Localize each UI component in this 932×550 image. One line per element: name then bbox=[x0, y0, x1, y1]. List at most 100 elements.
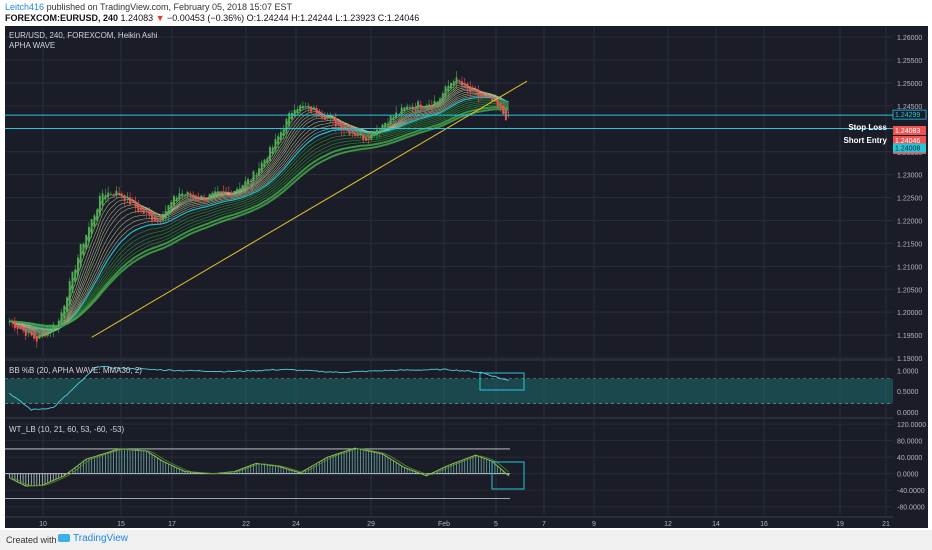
candle-body bbox=[312, 107, 315, 109]
wt-y-tick: 40.0000 bbox=[897, 455, 922, 462]
candle-body bbox=[85, 234, 88, 250]
candle-body bbox=[447, 85, 450, 92]
candle-body bbox=[183, 194, 186, 196]
candle-body bbox=[502, 105, 505, 115]
candle-body bbox=[192, 194, 195, 197]
candles bbox=[8, 71, 510, 348]
candle-body bbox=[140, 207, 143, 211]
x-tick-label: 22 bbox=[242, 521, 250, 528]
candle-body bbox=[389, 115, 392, 125]
price-badge bbox=[893, 143, 926, 153]
bb-pane-title: BB %B (20, APHA WAVE: MMA30, 2) bbox=[9, 366, 142, 375]
candle-body bbox=[41, 333, 44, 337]
candle-body bbox=[351, 132, 354, 134]
candle-body bbox=[93, 215, 96, 227]
ma-line-38 bbox=[9, 99, 509, 329]
down-arrow-icon: ▼ bbox=[155, 13, 165, 23]
candle-body bbox=[225, 191, 228, 193]
candle-body bbox=[425, 105, 428, 107]
author-link[interactable]: Leitch416 bbox=[5, 2, 45, 12]
candle-body bbox=[66, 297, 68, 312]
candle-body bbox=[274, 138, 277, 151]
candle-body bbox=[145, 211, 148, 213]
price-change: −0.00453 (−0.36%) bbox=[167, 13, 245, 23]
bb-y-tick: 0.5000 bbox=[897, 389, 919, 396]
candle-body bbox=[219, 191, 222, 193]
apha-wave bbox=[9, 80, 509, 340]
candle-body bbox=[55, 326, 57, 329]
wt-highlight-box bbox=[491, 461, 525, 490]
candle-body bbox=[461, 81, 463, 86]
ma-line-11 bbox=[9, 87, 509, 334]
candle-body bbox=[200, 195, 203, 199]
candle-body bbox=[109, 194, 112, 196]
candle-body bbox=[285, 118, 288, 133]
candle-body bbox=[356, 134, 359, 137]
x-tick-label: 9 bbox=[592, 521, 596, 528]
candle-body bbox=[137, 204, 140, 212]
candle-body bbox=[227, 192, 230, 193]
candle-body bbox=[406, 106, 409, 110]
candle-body bbox=[373, 134, 376, 136]
wt-y-tick: -80.0000 bbox=[897, 505, 925, 512]
created-with: Created with bbox=[6, 535, 57, 545]
candle-body bbox=[49, 330, 52, 334]
candle-body bbox=[417, 101, 420, 108]
candle-body bbox=[307, 105, 310, 108]
candle-body bbox=[485, 95, 488, 97]
wt-y-tick: 80.0000 bbox=[897, 439, 922, 446]
candle-body bbox=[359, 133, 362, 136]
publish-info: published on TradingView.com, February 0… bbox=[46, 2, 293, 12]
candle-body bbox=[159, 219, 162, 221]
candle-body bbox=[337, 122, 340, 126]
candle-body bbox=[381, 124, 384, 132]
candle-body bbox=[230, 192, 233, 196]
candle-body bbox=[310, 106, 313, 112]
candle-body bbox=[211, 192, 214, 197]
ma-line-60 bbox=[9, 108, 509, 327]
candle-body bbox=[142, 209, 145, 214]
y-tick-label: 1.19000 bbox=[897, 356, 922, 363]
tradingview-brand[interactable]: TradingView bbox=[58, 533, 128, 544]
candle-body bbox=[71, 271, 74, 293]
candle-body bbox=[148, 211, 151, 215]
candle-body bbox=[24, 329, 27, 336]
candle-body bbox=[11, 321, 14, 323]
chart-header: Leitch416 published on TradingView.com, … bbox=[0, 0, 932, 26]
candle-body bbox=[126, 196, 129, 199]
candle-body bbox=[35, 336, 38, 342]
price-badge bbox=[893, 126, 926, 135]
candle-body bbox=[370, 132, 373, 140]
y-tick-label: 1.25000 bbox=[897, 81, 922, 88]
candle-body bbox=[452, 81, 455, 86]
symbol-label: FOREXCOM:EURUSD, 240 bbox=[5, 13, 119, 23]
y-tick-label: 1.24500 bbox=[897, 104, 922, 111]
candle-body bbox=[482, 95, 485, 97]
x-tick-label: 15 bbox=[117, 521, 125, 528]
candle-body bbox=[323, 115, 326, 120]
candle-body bbox=[329, 116, 332, 118]
candle-body bbox=[386, 123, 389, 126]
ma-line-24 bbox=[9, 94, 509, 331]
candle-body bbox=[345, 128, 348, 131]
candle-body bbox=[463, 83, 466, 85]
indicator-label: APHA WAVE bbox=[9, 41, 55, 50]
candle-body bbox=[480, 93, 483, 97]
ma-line-50 bbox=[9, 104, 509, 328]
candle-body bbox=[469, 86, 472, 93]
candle-body bbox=[178, 193, 181, 200]
footer: Created with TradingView bbox=[0, 530, 932, 550]
candle-body bbox=[189, 193, 192, 196]
candle-body bbox=[38, 335, 41, 339]
candle-body bbox=[271, 147, 274, 155]
candle-body bbox=[288, 112, 291, 126]
candle-body bbox=[44, 335, 46, 337]
ma-line-27 bbox=[9, 95, 509, 330]
candle-body bbox=[362, 134, 365, 140]
x-tick-label: 7 bbox=[542, 521, 546, 528]
candle-body bbox=[296, 109, 299, 114]
candle-body bbox=[411, 106, 414, 108]
stop-loss-label: Stop Loss bbox=[848, 123, 887, 132]
candle-body bbox=[156, 219, 159, 221]
